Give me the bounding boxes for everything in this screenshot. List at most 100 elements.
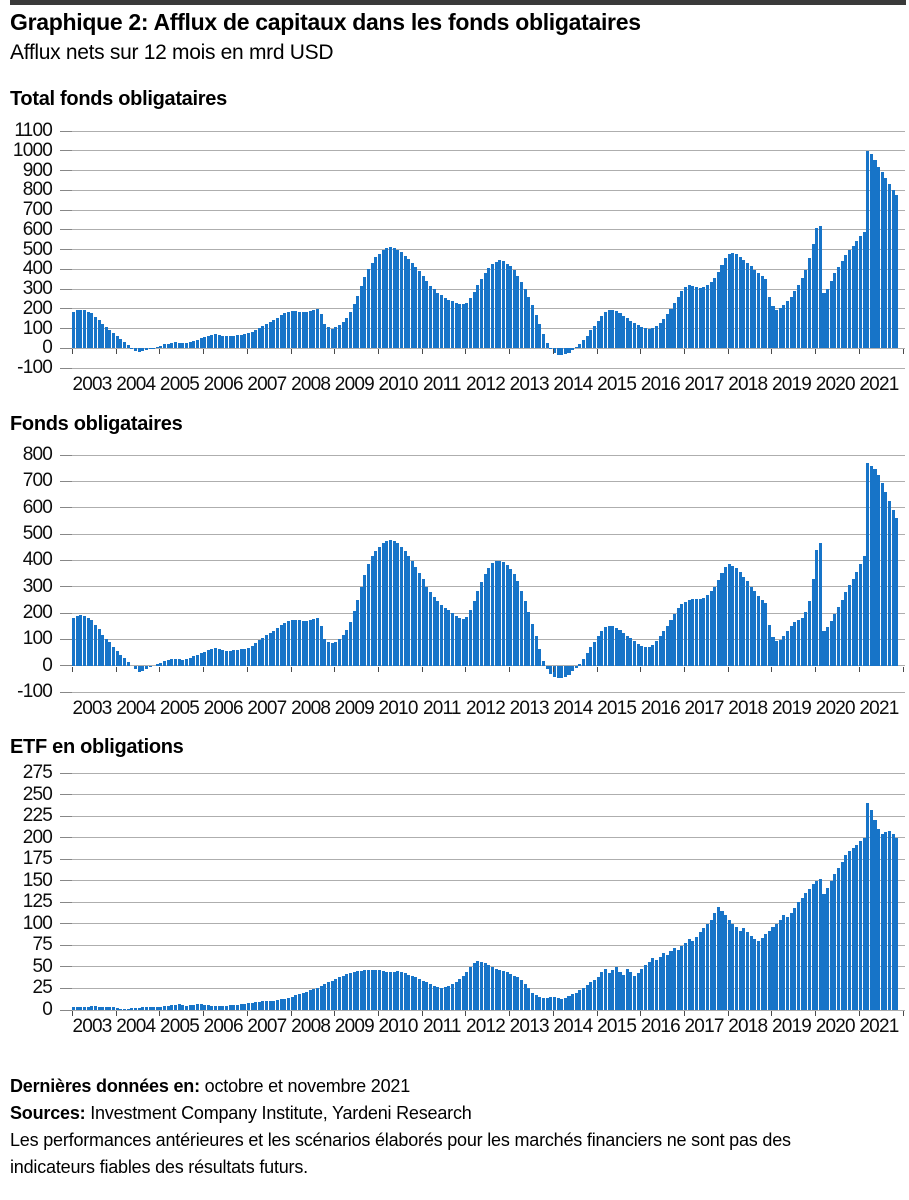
bar — [432, 289, 436, 349]
bar — [421, 579, 425, 666]
bar — [152, 347, 156, 349]
bar — [283, 313, 287, 349]
x-axis-label: 2003 — [72, 374, 112, 395]
bar — [305, 311, 309, 349]
bar — [527, 296, 531, 349]
bar — [490, 264, 494, 349]
bar — [458, 617, 462, 666]
bar — [148, 1007, 152, 1010]
bar — [640, 645, 644, 666]
x-axis-tick — [596, 349, 598, 355]
bar — [192, 340, 196, 349]
y-axis-label: 500 — [22, 238, 53, 260]
bar — [210, 1005, 214, 1010]
x-axis-tick — [465, 349, 467, 355]
bar — [410, 560, 414, 666]
bar — [585, 653, 589, 666]
y-axis-label: 200 — [22, 826, 53, 848]
bar — [159, 345, 163, 349]
x-axis-tick — [159, 1011, 161, 1016]
bar — [487, 268, 491, 349]
bar — [869, 153, 873, 349]
bar — [654, 960, 658, 1010]
bar — [290, 997, 294, 1010]
bar — [279, 315, 283, 349]
bar — [410, 976, 414, 1010]
bar — [676, 949, 680, 1010]
bar — [756, 273, 760, 349]
bar — [374, 257, 378, 349]
bar — [833, 273, 837, 349]
x-axis-label: 2008 — [291, 698, 331, 719]
y-axis-tick — [60, 480, 72, 482]
bar — [246, 333, 250, 349]
x-axis-label: 2017 — [684, 1016, 725, 1037]
bar — [461, 618, 465, 666]
bar — [163, 661, 167, 666]
bar — [538, 648, 542, 666]
y-axis-label: 100 — [22, 628, 53, 650]
bar — [188, 1004, 192, 1010]
bar — [126, 1009, 130, 1010]
bar — [571, 348, 575, 351]
bar — [531, 624, 535, 666]
x-axis-label: 2004 — [116, 698, 156, 719]
bar — [571, 665, 575, 672]
bar — [545, 997, 549, 1010]
gridline — [60, 691, 905, 693]
bar — [301, 621, 305, 666]
chart-etf-en-obligations: 275 250 225 200 175 150 125 100 75 50 25 0 2003 2004 2… — [0, 762, 909, 1037]
bar — [75, 1006, 79, 1010]
bar — [421, 980, 425, 1010]
bar — [618, 972, 622, 1010]
bar — [818, 879, 822, 1010]
x-axis-label: 2006 — [203, 1016, 244, 1037]
bar — [731, 923, 735, 1010]
bar — [97, 320, 101, 349]
bar — [123, 658, 127, 666]
bar — [629, 638, 633, 666]
bar — [327, 982, 331, 1010]
bar — [454, 615, 458, 666]
x-axis-label: 2015 — [597, 1016, 637, 1037]
bar — [600, 972, 604, 1010]
bar — [796, 620, 801, 666]
bar — [818, 225, 822, 349]
bar — [480, 961, 484, 1010]
y-axis-label: 100 — [22, 912, 53, 934]
x-axis-label: 2016 — [640, 698, 681, 719]
x-axis-tick — [203, 1011, 205, 1016]
x-axis-tick — [246, 349, 248, 355]
bar — [330, 643, 334, 666]
bar — [421, 275, 425, 349]
x-axis-label: 2008 — [291, 374, 331, 395]
y-axis-tick — [60, 612, 72, 614]
bar — [276, 317, 280, 349]
bar — [571, 994, 575, 1010]
bar — [713, 586, 717, 666]
bar — [545, 342, 549, 349]
bar — [480, 278, 484, 349]
bar — [815, 549, 819, 666]
bar — [210, 649, 214, 666]
bar — [804, 611, 808, 666]
bar — [137, 665, 141, 672]
bar — [199, 1003, 203, 1010]
bar — [538, 997, 542, 1010]
bar — [556, 348, 560, 355]
bar — [392, 972, 396, 1010]
bar — [756, 941, 760, 1010]
x-axis-label: 2003 — [72, 1016, 112, 1037]
gridline — [60, 665, 905, 667]
bar — [658, 956, 662, 1010]
bar — [177, 342, 181, 349]
y-axis-tick — [60, 923, 72, 925]
bar — [166, 1005, 170, 1010]
bar — [155, 1006, 159, 1010]
bar — [414, 267, 418, 349]
bar — [665, 954, 669, 1010]
bar — [454, 302, 458, 349]
bar — [505, 972, 509, 1010]
bar — [694, 287, 698, 349]
bar — [239, 334, 243, 349]
